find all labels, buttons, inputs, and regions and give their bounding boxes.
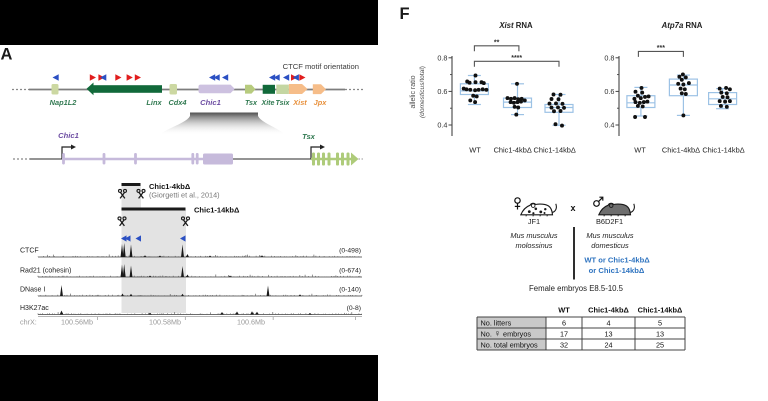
svg-text:Jpx: Jpx bbox=[314, 98, 328, 107]
svg-text:(0-674): (0-674) bbox=[339, 268, 361, 275]
svg-text:Tsx: Tsx bbox=[302, 132, 316, 141]
svg-text:0.8: 0.8 bbox=[604, 53, 614, 62]
svg-text:**: ** bbox=[494, 39, 500, 46]
svg-text:(domesticus/total): (domesticus/total) bbox=[419, 66, 426, 118]
svg-text:Chic1: Chic1 bbox=[200, 98, 221, 107]
svg-text:domesticus: domesticus bbox=[591, 241, 629, 250]
svg-text:100.6Mb: 100.6Mb bbox=[237, 318, 265, 327]
svg-text:No. ♀ embryos: No. ♀ embryos bbox=[481, 328, 532, 339]
svg-text:Chic1-4kbΔ: Chic1-4kbΔ bbox=[588, 306, 629, 315]
svg-text:Chic1-4kbΔ: Chic1-4kbΔ bbox=[149, 182, 191, 191]
svg-text:0.6: 0.6 bbox=[437, 87, 447, 96]
svg-text:Xist RNA: Xist RNA bbox=[498, 21, 533, 30]
svg-text:Xite: Xite bbox=[260, 99, 274, 107]
svg-text:or Chic1-14kbΔ: or Chic1-14kbΔ bbox=[589, 266, 645, 275]
svg-text:Chic1-14kbΔ: Chic1-14kbΔ bbox=[638, 306, 683, 315]
svg-text:Linx: Linx bbox=[146, 98, 162, 107]
svg-text:13: 13 bbox=[604, 329, 612, 338]
svg-text:WT: WT bbox=[634, 146, 646, 155]
svg-text:17: 17 bbox=[560, 329, 568, 338]
svg-text:WT: WT bbox=[558, 306, 570, 315]
svg-text:13: 13 bbox=[656, 329, 664, 338]
svg-text:CTCF motif orientation: CTCF motif orientation bbox=[283, 62, 359, 71]
svg-text:0.6: 0.6 bbox=[604, 87, 614, 96]
svg-text:Chic1-14kbΔ: Chic1-14kbΔ bbox=[534, 146, 576, 155]
svg-text:****: **** bbox=[511, 55, 522, 62]
svg-text:Tsix: Tsix bbox=[276, 99, 291, 107]
svg-text:Tsx: Tsx bbox=[245, 98, 258, 107]
svg-text:Chic1-14kbΔ: Chic1-14kbΔ bbox=[194, 206, 240, 215]
svg-text:(0-498): (0-498) bbox=[339, 248, 361, 255]
svg-text:H3K27ac: H3K27ac bbox=[20, 305, 49, 312]
svg-text:0.4: 0.4 bbox=[604, 121, 614, 130]
svg-text:WT or Chic1-4kbΔ: WT or Chic1-4kbΔ bbox=[584, 255, 650, 264]
svg-text:(0-140): (0-140) bbox=[339, 287, 361, 294]
svg-text:CTCF: CTCF bbox=[20, 248, 39, 255]
svg-text:WT: WT bbox=[469, 146, 481, 155]
svg-text:x: x bbox=[570, 203, 575, 213]
svg-text:Rad21 (cohesin): Rad21 (cohesin) bbox=[20, 268, 71, 275]
svg-text:molossinus: molossinus bbox=[516, 241, 553, 250]
svg-text:Chic1-4kbΔ: Chic1-4kbΔ bbox=[494, 146, 532, 155]
svg-text:***: *** bbox=[657, 45, 665, 52]
svg-text:No. litters: No. litters bbox=[481, 318, 512, 327]
svg-text:(Giorgetti et al., 2014): (Giorgetti et al., 2014) bbox=[149, 191, 220, 200]
svg-text:Female embryos E8.5-10.5: Female embryos E8.5-10.5 bbox=[529, 284, 624, 293]
svg-text:Atp7a RNA: Atp7a RNA bbox=[661, 21, 703, 30]
svg-text:25: 25 bbox=[656, 340, 664, 349]
svg-text:chrX:: chrX: bbox=[20, 318, 37, 327]
svg-text:Xist: Xist bbox=[292, 98, 307, 107]
svg-text:0.4: 0.4 bbox=[437, 121, 447, 130]
svg-text:32: 32 bbox=[560, 340, 568, 349]
svg-text:5: 5 bbox=[658, 318, 662, 327]
svg-text:4: 4 bbox=[606, 318, 610, 327]
svg-text:Cdx4: Cdx4 bbox=[168, 98, 186, 107]
svg-text:100.56Mb: 100.56Mb bbox=[61, 318, 93, 327]
svg-text:JF1: JF1 bbox=[528, 217, 540, 226]
svg-text:(0-8): (0-8) bbox=[347, 305, 361, 312]
svg-text:24: 24 bbox=[604, 340, 612, 349]
svg-text:allelic ratio: allelic ratio bbox=[410, 75, 417, 108]
svg-text:No. total embryos: No. total embryos bbox=[481, 340, 539, 349]
svg-text:Nap1L2: Nap1L2 bbox=[50, 98, 78, 107]
svg-text:Mus musculus: Mus musculus bbox=[510, 231, 558, 240]
svg-text:B6D2F1: B6D2F1 bbox=[596, 217, 623, 226]
svg-text:Mus musculus: Mus musculus bbox=[586, 231, 634, 240]
svg-text:6: 6 bbox=[562, 318, 566, 327]
svg-text:DNase I: DNase I bbox=[20, 287, 45, 294]
svg-text:Chic1-4kbΔ: Chic1-4kbΔ bbox=[662, 146, 700, 155]
svg-text:A: A bbox=[1, 46, 13, 64]
svg-text:Chic1-14kbΔ: Chic1-14kbΔ bbox=[702, 146, 744, 155]
svg-text:F: F bbox=[400, 5, 410, 23]
svg-text:0.8: 0.8 bbox=[437, 53, 447, 62]
svg-text:100.58Mb: 100.58Mb bbox=[149, 318, 181, 327]
svg-text:Chic1: Chic1 bbox=[58, 131, 79, 140]
